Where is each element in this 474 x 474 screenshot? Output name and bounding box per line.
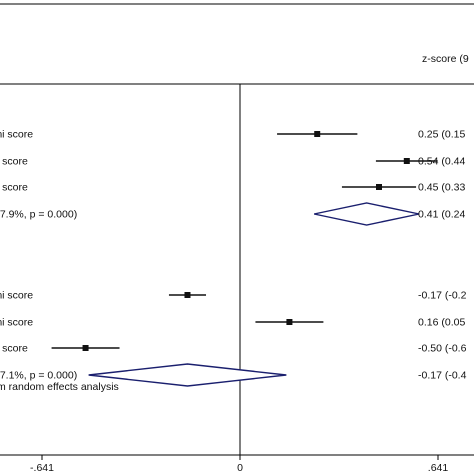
study-row: x score 0.45 (0.33 [0, 182, 465, 194]
row-label: x score [0, 182, 28, 194]
footnote: m random effects analysis [0, 381, 119, 393]
pooled-diamond [313, 202, 420, 226]
point-estimate [376, 184, 383, 190]
point-estimate [184, 292, 191, 298]
effect-text: 0.16 (0.05 [418, 317, 465, 329]
study-row: x score -0.50 (-0.6 [0, 343, 467, 355]
row-label: ini score [0, 129, 33, 141]
x-tick-label: .641 [428, 462, 449, 474]
point-estimate [314, 131, 321, 137]
effect-header: z-score (9 [422, 53, 469, 65]
x-tick-label: 0 [237, 462, 243, 474]
effect-text: -0.50 (-0.6 [418, 343, 467, 355]
row-label: ini score [0, 317, 33, 329]
effect-text: 0.25 (0.15 [418, 129, 465, 141]
effect-text: 0.41 (0.24 [418, 209, 465, 221]
study-row: ini score 0.25 (0.15 [0, 129, 465, 141]
row-label: x score [0, 156, 28, 168]
row-label: x score [0, 343, 28, 355]
x-axis: -.641 0 .641 [30, 455, 448, 474]
subtotal-row: 97.1%, p = 0.000) -0.17 (-0.4 [0, 363, 467, 387]
x-tick-label: -.641 [30, 462, 54, 474]
row-label: 97.1%, p = 0.000) [0, 370, 77, 382]
row-label: 87.9%, p = 0.000) [0, 209, 77, 221]
study-row: ini score 0.16 (0.05 [0, 317, 465, 329]
subtotal-row: 87.9%, p = 0.000) 0.41 (0.24 [0, 202, 465, 226]
study-row: ini score -0.17 (-0.2 [0, 290, 467, 302]
effect-text: 0.45 (0.33 [418, 182, 465, 194]
row-label: ini score [0, 290, 33, 302]
effect-text: 0.54 (0.44 [418, 156, 465, 168]
point-estimate [82, 345, 89, 351]
point-estimate [286, 319, 293, 325]
point-estimate [403, 158, 410, 164]
pooled-diamond [88, 363, 287, 387]
study-row: x score 0.54 (0.44 [0, 156, 465, 168]
effect-text: -0.17 (-0.2 [418, 290, 467, 302]
effect-text: -0.17 (-0.4 [418, 370, 467, 382]
